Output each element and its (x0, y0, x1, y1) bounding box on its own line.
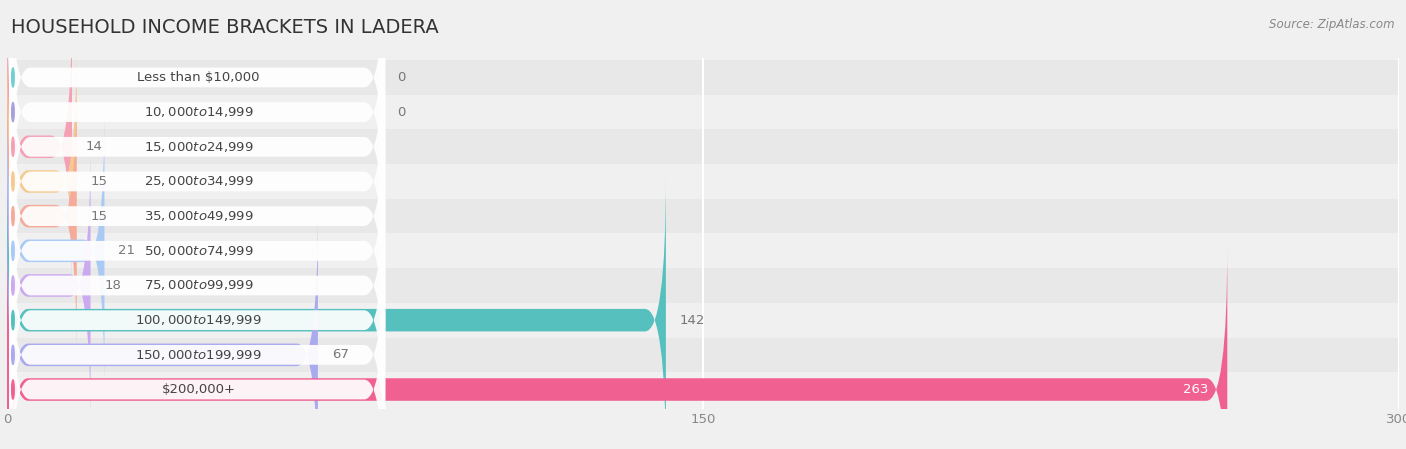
Circle shape (11, 241, 14, 260)
FancyBboxPatch shape (7, 141, 90, 430)
FancyBboxPatch shape (10, 0, 385, 258)
Text: $50,000 to $74,999: $50,000 to $74,999 (143, 244, 253, 258)
Circle shape (11, 137, 14, 156)
FancyBboxPatch shape (10, 70, 385, 362)
FancyBboxPatch shape (10, 105, 385, 397)
Bar (7, 60, 1399, 95)
FancyBboxPatch shape (7, 210, 318, 449)
Bar (7, 338, 1399, 372)
Text: $15,000 to $24,999: $15,000 to $24,999 (143, 140, 253, 154)
Text: 18: 18 (104, 279, 121, 292)
FancyBboxPatch shape (10, 0, 385, 224)
Text: 15: 15 (90, 175, 107, 188)
Bar (7, 372, 1399, 407)
Text: 263: 263 (1184, 383, 1209, 396)
FancyBboxPatch shape (10, 209, 385, 449)
Bar (7, 303, 1399, 338)
FancyBboxPatch shape (7, 71, 77, 361)
Text: 21: 21 (118, 244, 135, 257)
Text: $35,000 to $49,999: $35,000 to $49,999 (143, 209, 253, 223)
Text: $10,000 to $14,999: $10,000 to $14,999 (143, 105, 253, 119)
Text: Source: ZipAtlas.com: Source: ZipAtlas.com (1270, 18, 1395, 31)
Circle shape (11, 172, 14, 191)
Text: 67: 67 (332, 348, 349, 361)
Bar (7, 199, 1399, 233)
Text: 142: 142 (681, 314, 706, 327)
FancyBboxPatch shape (7, 37, 77, 326)
Text: 15: 15 (90, 210, 107, 223)
FancyBboxPatch shape (7, 176, 666, 449)
Bar (7, 95, 1399, 129)
FancyBboxPatch shape (7, 2, 72, 291)
FancyBboxPatch shape (7, 245, 1227, 449)
Text: $25,000 to $34,999: $25,000 to $34,999 (143, 175, 253, 189)
Circle shape (11, 207, 14, 226)
FancyBboxPatch shape (10, 0, 385, 293)
Text: $100,000 to $149,999: $100,000 to $149,999 (135, 313, 262, 327)
Text: $200,000+: $200,000+ (162, 383, 236, 396)
Text: 0: 0 (396, 106, 405, 119)
Bar (7, 129, 1399, 164)
FancyBboxPatch shape (10, 243, 385, 449)
FancyBboxPatch shape (10, 35, 385, 328)
FancyBboxPatch shape (10, 174, 385, 449)
Text: HOUSEHOLD INCOME BRACKETS IN LADERA: HOUSEHOLD INCOME BRACKETS IN LADERA (11, 18, 439, 37)
Bar (7, 164, 1399, 199)
Text: 14: 14 (86, 140, 103, 153)
Text: $150,000 to $199,999: $150,000 to $199,999 (135, 348, 262, 362)
Circle shape (11, 276, 14, 295)
Circle shape (11, 311, 14, 330)
Text: $75,000 to $99,999: $75,000 to $99,999 (143, 278, 253, 292)
FancyBboxPatch shape (7, 106, 104, 396)
Text: Less than $10,000: Less than $10,000 (138, 71, 260, 84)
Circle shape (11, 68, 14, 87)
Bar (7, 233, 1399, 268)
Circle shape (11, 102, 14, 122)
Circle shape (11, 345, 14, 365)
Text: 0: 0 (396, 71, 405, 84)
Circle shape (11, 380, 14, 399)
Bar (7, 268, 1399, 303)
FancyBboxPatch shape (10, 139, 385, 431)
